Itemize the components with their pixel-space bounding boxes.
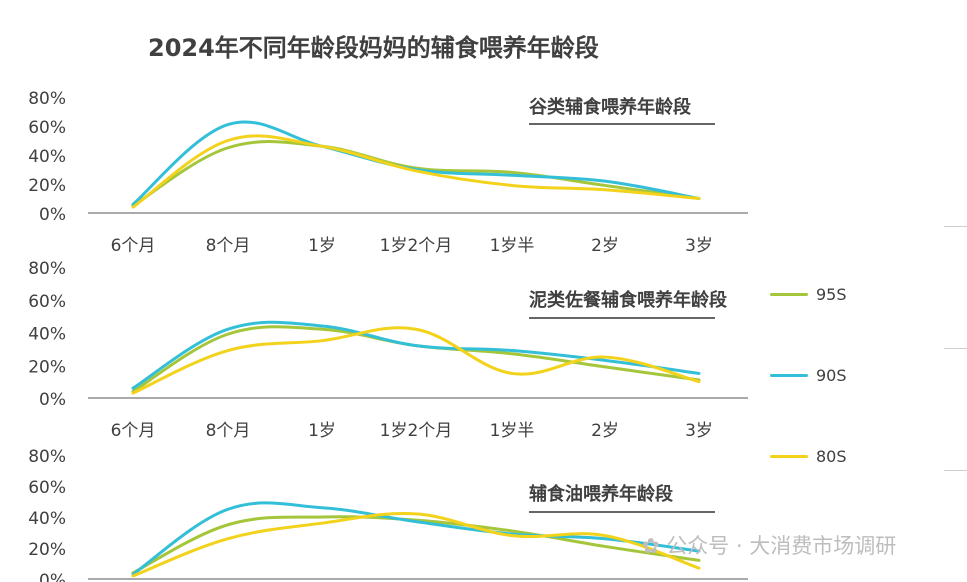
y-tick-label: 40% bbox=[28, 147, 66, 167]
legend-swatch-95s bbox=[770, 292, 808, 296]
y-tick-label: 40% bbox=[28, 325, 66, 345]
x-tick-label: 8个月 bbox=[206, 236, 251, 256]
x-tick-label: 1岁2个月 bbox=[380, 236, 453, 256]
chart-title: 2024年不同年龄段妈妈的辅食喂养年龄段 bbox=[148, 34, 599, 62]
y-tick-label: 60% bbox=[28, 292, 66, 312]
y-tick-label: 20% bbox=[28, 540, 66, 560]
y-tick-label: 80% bbox=[28, 259, 66, 279]
legend-label-90s: 90S bbox=[816, 365, 847, 385]
y-tick-label: 80% bbox=[28, 447, 66, 467]
legend-label-95s: 95S bbox=[816, 284, 847, 304]
watermark: ✿ 公众号 · 大消费市场调研 bbox=[642, 530, 896, 560]
y-tick-label: 60% bbox=[28, 118, 66, 138]
side-divider bbox=[944, 348, 967, 349]
legend-item-90s: 90S bbox=[770, 363, 847, 387]
x-tick-label: 8个月 bbox=[206, 421, 251, 441]
y-tick-label: 20% bbox=[28, 176, 66, 196]
x-tick-label: 2岁 bbox=[591, 421, 619, 441]
watermark-text: 公众号 · 大消费市场调研 bbox=[666, 534, 897, 558]
series-line-95s bbox=[131, 140, 701, 208]
x-tick-label: 6个月 bbox=[111, 421, 156, 441]
series-line-80s bbox=[131, 134, 701, 209]
x-tick-label: 1岁半 bbox=[490, 421, 535, 441]
x-tick-label: 6个月 bbox=[111, 236, 156, 256]
y-tick-label: 0% bbox=[39, 390, 66, 410]
x-tick-label: 3岁 bbox=[685, 236, 713, 256]
legend-item-80s: 80S bbox=[770, 444, 847, 468]
series-line-80s bbox=[131, 326, 701, 395]
y-tick-label: 80% bbox=[28, 89, 66, 109]
x-tick-label: 2岁 bbox=[591, 236, 619, 256]
series-line-90s bbox=[131, 320, 701, 390]
legend-swatch-80s bbox=[770, 454, 808, 458]
panel-title: 谷类辅食喂养年龄段 bbox=[529, 96, 692, 118]
x-tick-label: 1岁 bbox=[308, 421, 336, 441]
series-line-80s bbox=[131, 511, 701, 578]
wechat-icon: ✿ bbox=[642, 534, 667, 558]
legend-swatch-90s bbox=[770, 373, 808, 377]
series-line-90s bbox=[131, 501, 701, 576]
legend-label-80s: 80S bbox=[816, 446, 847, 466]
y-tick-label: 40% bbox=[28, 509, 66, 529]
series-line-95s bbox=[131, 515, 701, 575]
x-tick-label: 1岁2个月 bbox=[380, 421, 453, 441]
panel-title: 辅食油喂养年龄段 bbox=[529, 483, 674, 505]
x-tick-label: 1岁半 bbox=[490, 236, 535, 256]
panel-title: 泥类佐餐辅食喂养年龄段 bbox=[529, 289, 728, 311]
y-tick-label: 20% bbox=[28, 357, 66, 377]
side-divider bbox=[944, 226, 967, 227]
y-tick-label: 0% bbox=[39, 571, 66, 582]
x-tick-label: 3岁 bbox=[685, 421, 713, 441]
legend-item-95s: 95S bbox=[770, 282, 847, 306]
y-tick-label: 60% bbox=[28, 478, 66, 498]
side-divider bbox=[944, 470, 967, 471]
y-tick-label: 0% bbox=[39, 205, 66, 225]
x-tick-label: 1岁 bbox=[308, 236, 336, 256]
